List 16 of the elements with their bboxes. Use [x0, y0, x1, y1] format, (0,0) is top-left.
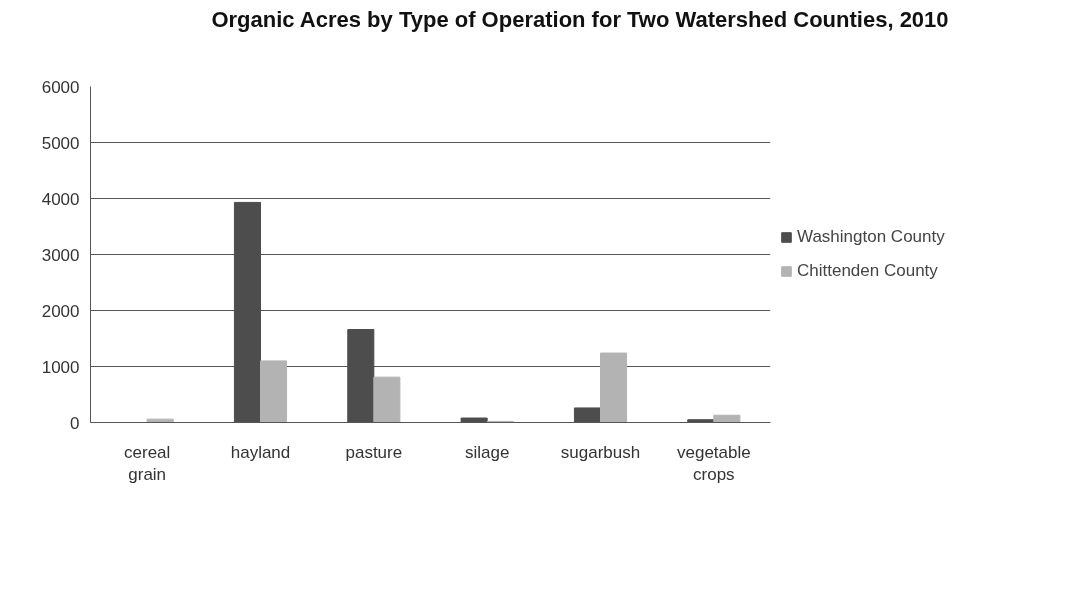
x-tick-label: sugarbush [560, 442, 641, 462]
y-tick-label: 0 [70, 413, 80, 433]
legend-label: Washington County [797, 227, 945, 247]
y-tick-label: 6000 [41, 77, 80, 97]
y-tick-label: 2000 [41, 301, 80, 321]
y-tick-label: 4000 [41, 189, 80, 209]
x-tick-label: cereal grain [124, 442, 171, 485]
legend-label: Chittenden County [797, 261, 938, 281]
x-tick-label: silage [464, 442, 510, 462]
x-tick-label: vegetable crops [676, 442, 751, 485]
y-tick-label: 5000 [41, 133, 80, 153]
x-tick-label: pasture [345, 442, 403, 462]
chart-title: Organic Acres by Type of Operation for Two Watershed Counties, 2010 [211, 6, 949, 34]
y-tick-label: 3000 [41, 245, 80, 265]
y-tick-label: 1000 [41, 357, 80, 377]
x-tick-label: hayland [230, 442, 291, 462]
